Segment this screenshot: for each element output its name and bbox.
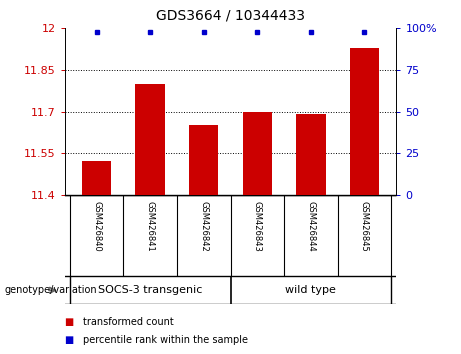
Text: GSM426841: GSM426841	[146, 201, 155, 252]
Text: wild type: wild type	[285, 285, 336, 295]
Bar	[242, 112, 272, 195]
Text: percentile rank within the sample: percentile rank within the sample	[83, 335, 248, 345]
Bar	[189, 125, 219, 195]
Text: GSM426843: GSM426843	[253, 201, 262, 252]
Text: GSM426840: GSM426840	[92, 201, 101, 252]
Bar	[296, 114, 325, 195]
Text: ■: ■	[65, 335, 74, 345]
Text: GSM426842: GSM426842	[199, 201, 208, 252]
Bar	[82, 161, 112, 195]
Bar	[349, 48, 379, 195]
Text: ■: ■	[65, 317, 74, 327]
Bar	[136, 84, 165, 195]
Text: SOCS-3 transgenic: SOCS-3 transgenic	[98, 285, 202, 295]
Text: transformed count: transformed count	[83, 317, 174, 327]
Text: genotype/variation: genotype/variation	[5, 285, 97, 295]
Text: GSM426845: GSM426845	[360, 201, 369, 252]
Text: GDS3664 / 10344433: GDS3664 / 10344433	[156, 9, 305, 23]
Text: GSM426844: GSM426844	[306, 201, 315, 252]
